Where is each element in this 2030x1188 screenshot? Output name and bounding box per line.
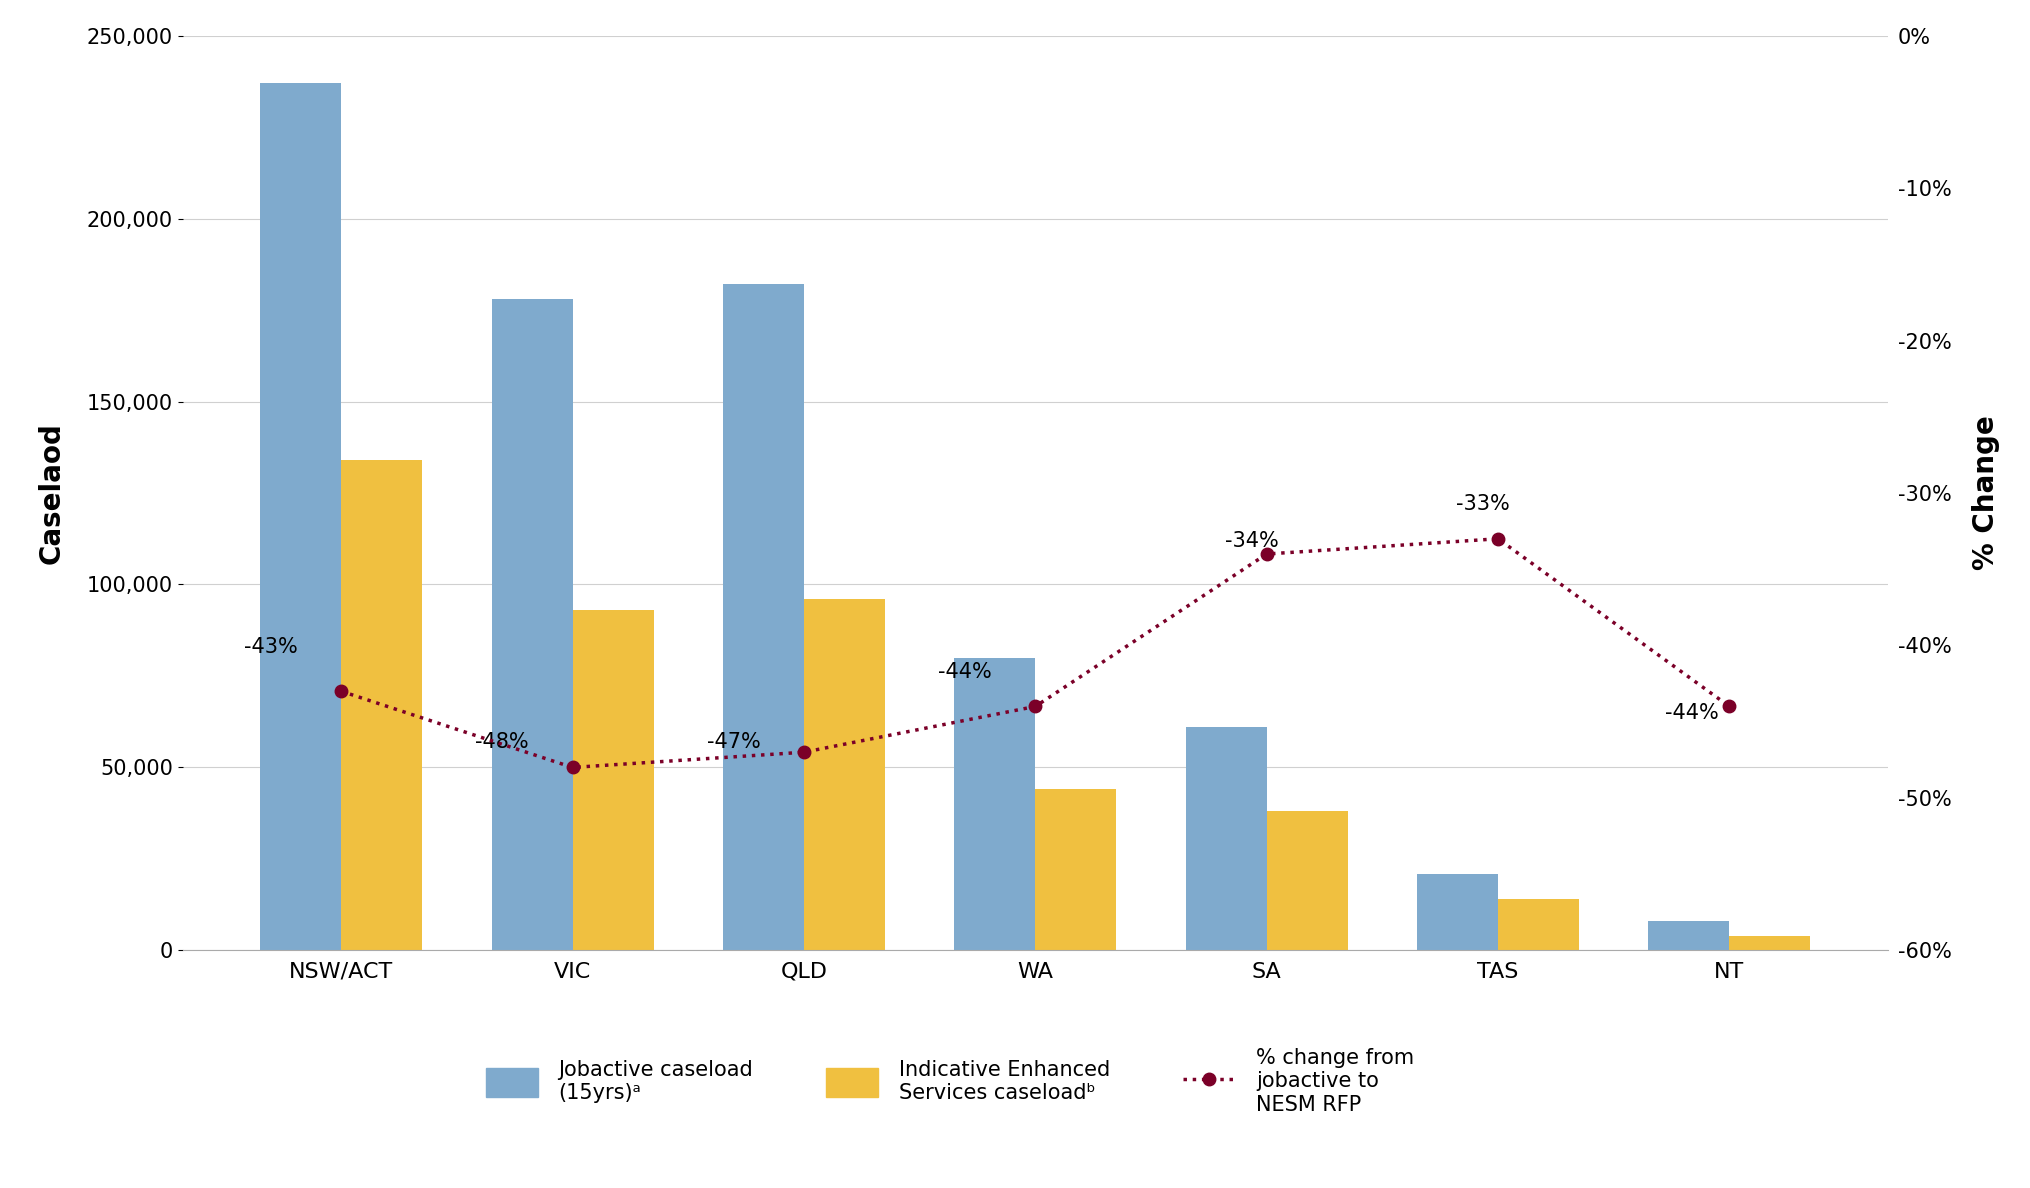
Bar xyxy=(804,599,885,950)
Y-axis label: Caselaod: Caselaod xyxy=(39,422,67,564)
Text: -43%: -43% xyxy=(244,637,298,657)
Y-axis label: % Change: % Change xyxy=(1973,416,2000,570)
Bar xyxy=(1648,921,1730,950)
Bar xyxy=(954,658,1035,950)
Bar xyxy=(572,611,654,950)
Bar xyxy=(1730,936,1811,950)
Bar xyxy=(1417,873,1498,950)
Bar xyxy=(1498,899,1579,950)
Text: -48%: -48% xyxy=(475,732,530,752)
Bar xyxy=(1035,789,1116,950)
Text: -44%: -44% xyxy=(938,663,993,682)
Legend: Jobactive caseload
(15yrs)ᵃ, Indicative Enhanced
Services caseloadᵇ, % change fr: Jobactive caseload (15yrs)ᵃ, Indicative … xyxy=(477,1040,1423,1123)
Bar xyxy=(341,460,422,950)
Text: -47%: -47% xyxy=(706,732,761,752)
Text: -44%: -44% xyxy=(1665,702,1717,722)
Bar xyxy=(260,83,341,950)
Bar xyxy=(1186,727,1267,950)
Text: -33%: -33% xyxy=(1456,494,1510,514)
Bar xyxy=(723,284,804,950)
Bar xyxy=(491,299,572,950)
Bar xyxy=(1267,811,1348,950)
Text: -34%: -34% xyxy=(1224,531,1279,550)
